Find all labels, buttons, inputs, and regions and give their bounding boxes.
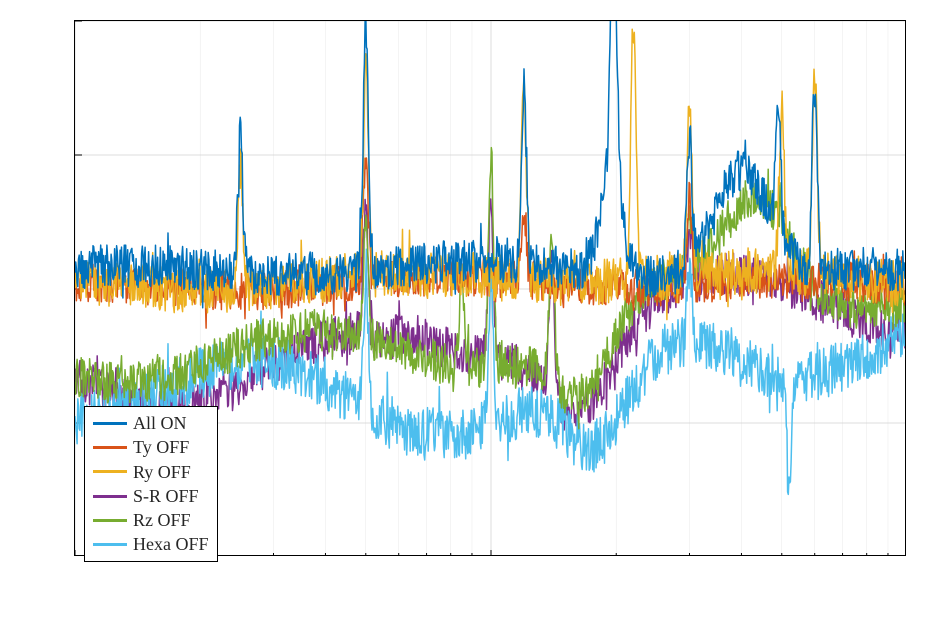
legend-swatch [93,519,127,522]
legend-label: Ty OFF [133,435,189,459]
legend-label: Hexa OFF [133,532,209,556]
chart-panel: All ONTy OFFRy OFFS-R OFFRz OFFHexa OFF [0,0,928,621]
legend-entry: Ty OFF [93,435,209,459]
legend: All ONTy OFFRy OFFS-R OFFRz OFFHexa OFF [84,406,218,562]
legend-swatch [93,543,127,546]
legend-entry: S-R OFF [93,484,209,508]
legend-entry: All ON [93,411,209,435]
legend-swatch [93,446,127,449]
legend-swatch [93,495,127,498]
legend-swatch [93,422,127,425]
legend-label: Ry OFF [133,460,191,484]
legend-label: S-R OFF [133,484,199,508]
legend-entry: Ry OFF [93,460,209,484]
legend-label: Rz OFF [133,508,191,532]
legend-entry: Hexa OFF [93,532,209,556]
legend-entry: Rz OFF [93,508,209,532]
legend-swatch [93,470,127,473]
legend-label: All ON [133,411,187,435]
